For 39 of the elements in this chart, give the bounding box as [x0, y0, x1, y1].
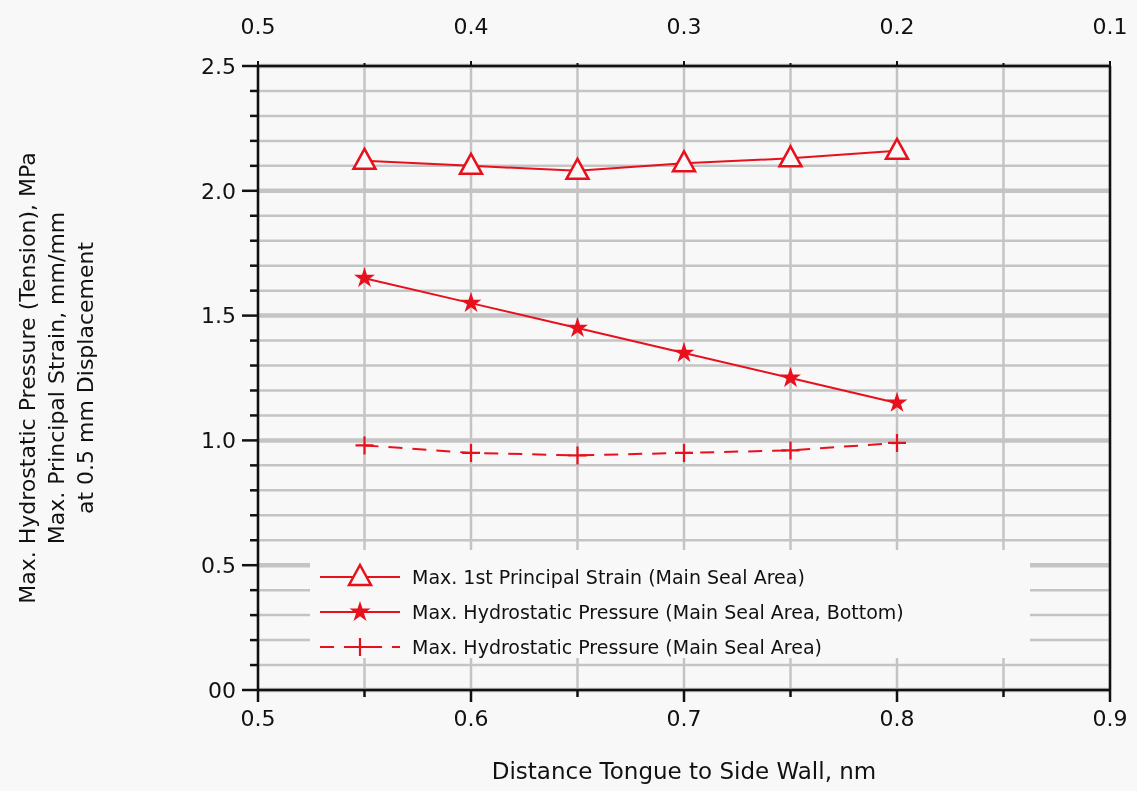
point — [460, 442, 482, 463]
x2-tick-label: 0.5 — [240, 14, 276, 39]
y-tick-label: 00 — [208, 677, 236, 703]
point — [565, 157, 590, 181]
legend-label: Max. Hydrostatic Pressure (Main Seal Area) — [412, 635, 823, 658]
point — [352, 147, 377, 171]
point — [886, 391, 908, 412]
x-tick-label: 0.9 — [1092, 706, 1128, 731]
x-tick-label: 0.6 — [453, 706, 489, 731]
point — [567, 445, 588, 466]
x2-tick-label: 0.4 — [453, 14, 489, 39]
point — [673, 342, 695, 362]
x2-tick-label: 0.1 — [1092, 14, 1128, 39]
x-tick-label: 0.8 — [879, 706, 915, 731]
point — [460, 292, 482, 313]
x2-tick-label: 0.2 — [879, 14, 915, 39]
x-axis-title: Distance Tongue to Side Wall, nm — [491, 758, 877, 784]
point — [671, 150, 697, 173]
point — [780, 367, 801, 387]
point — [778, 145, 803, 168]
y-tick-label: 1.5 — [201, 303, 236, 329]
legend-label: Max. Hydrostatic Pressure (Main Seal Area, Bottom) — [412, 600, 904, 623]
point — [884, 137, 910, 161]
y-tick-label: 1.0 — [201, 428, 236, 454]
y-tick-label: 0.5 — [201, 552, 236, 578]
point — [673, 442, 695, 463]
legend-label: Max. 1st Principal Strain (Main Seal Area) — [412, 565, 805, 588]
x-tick-label: 0.7 — [666, 706, 702, 731]
y-tick-label: 2.0 — [201, 178, 236, 204]
point — [886, 432, 908, 453]
y-axis-title: Max. Hydrostatic Pressure (Tension), MPa Max. Principal Strain, mm/mm at 0.5 mm Displacement — [15, 152, 98, 604]
x2-tick-label: 0.3 — [666, 14, 702, 39]
y-tick-label: 2.5 — [201, 53, 236, 79]
point — [354, 435, 375, 456]
point — [354, 267, 375, 288]
point — [780, 440, 801, 461]
point — [567, 317, 588, 337]
x-tick-label: 0.5 — [240, 706, 276, 731]
point — [458, 152, 484, 176]
